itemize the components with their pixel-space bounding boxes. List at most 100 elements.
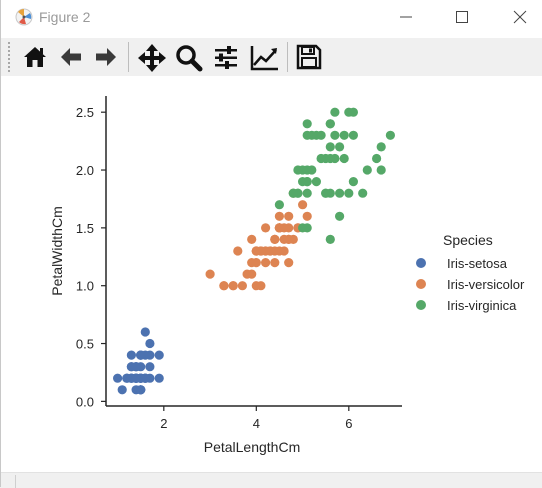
data-point-iris-versicolor-26	[288, 234, 298, 244]
data-point-iris-virginica-37	[321, 188, 331, 198]
maximize-icon	[456, 11, 468, 23]
pan-button[interactable]	[135, 41, 167, 73]
data-point-iris-virginica-45	[307, 130, 317, 140]
toolbar-grip[interactable]	[8, 42, 12, 72]
save-button[interactable]	[293, 41, 325, 73]
legend-title: Species	[443, 232, 493, 248]
data-point-iris-versicolor-25	[270, 234, 280, 244]
data-point-iris-setosa-23	[145, 338, 155, 349]
data-point-iris-virginica-48	[316, 130, 326, 140]
data-point-iris-virginica-38	[288, 188, 298, 198]
data-point-iris-virginica-46	[298, 177, 308, 187]
minimize-icon	[400, 16, 412, 18]
data-point-iris-virginica-6	[274, 200, 284, 210]
y-tick-label: 0.0	[76, 394, 94, 409]
legend: Species Iris-setosa Iris-versicolor Iris-v…	[416, 232, 525, 313]
data-point-iris-virginica-11	[311, 177, 321, 187]
close-button[interactable]	[497, 0, 542, 34]
arrow-left-icon	[61, 48, 81, 66]
data-point-iris-virginica-40	[325, 119, 335, 129]
scatter-plot: 2 4 6 0.0 0.5 1.0 1.5 2.0 2.5 PetalLengthCm Pet…	[49, 96, 525, 455]
data-point-iris-versicolor-30	[242, 269, 252, 279]
data-point-iris-setosa-16	[126, 350, 136, 360]
data-point-iris-virginica-29	[335, 211, 345, 221]
navigation-toolbar	[1, 38, 542, 76]
data-point-iris-virginica-32	[325, 142, 335, 152]
data-point-iris-versicolor-41	[279, 234, 289, 244]
floppy-disk-icon	[296, 44, 322, 70]
legend-marker	[416, 300, 426, 310]
zoom-button[interactable]	[172, 41, 204, 73]
data-point-iris-versicolor-14	[233, 246, 243, 256]
x-ticks: 2 4 6	[160, 406, 352, 431]
close-icon	[513, 10, 527, 24]
data-point-iris-virginica-22	[376, 165, 386, 175]
back-button[interactable]	[55, 41, 87, 73]
matplotlib-figure-icon	[15, 8, 33, 26]
x-tick-label: 2	[160, 416, 167, 431]
data-point-iris-versicolor-35	[274, 211, 284, 221]
subplots-button[interactable]	[209, 41, 241, 73]
data-point-iris-virginica-8	[335, 188, 345, 198]
data-point-iris-versicolor-29	[228, 281, 238, 291]
data-point-iris-versicolor-34	[274, 223, 284, 233]
status-bar	[1, 472, 542, 488]
data-points	[113, 107, 395, 395]
forward-button[interactable]	[90, 41, 122, 73]
data-point-iris-virginica-35	[348, 130, 358, 140]
figure-canvas[interactable]: 2 4 6 0.0 0.5 1.0 1.5 2.0 2.5 PetalLengthCm Pet…	[5, 76, 542, 472]
data-point-iris-virginica-7	[358, 188, 368, 198]
data-point-iris-virginica-34	[325, 234, 335, 244]
toolbar-separator	[128, 42, 129, 72]
data-point-iris-setosa-18	[145, 362, 155, 372]
data-point-iris-versicolor-43	[219, 281, 229, 291]
data-point-iris-versicolor-17	[256, 281, 266, 291]
axes-edit-button[interactable]	[247, 41, 279, 73]
data-point-iris-versicolor-6	[284, 211, 294, 221]
data-point-iris-versicolor-31	[237, 281, 247, 291]
data-point-iris-versicolor-36	[284, 223, 294, 233]
maximize-button[interactable]	[439, 0, 485, 34]
data-point-iris-setosa-22	[113, 373, 123, 383]
home-icon	[24, 47, 46, 67]
data-point-iris-virginica-28	[325, 153, 335, 164]
data-point-iris-setosa-43	[140, 327, 150, 337]
data-point-iris-virginica-39	[316, 153, 326, 164]
legend-label: Iris-versicolor	[447, 277, 525, 292]
data-point-iris-virginica-4	[335, 142, 345, 152]
data-point-iris-versicolor-23	[284, 258, 294, 268]
x-tick-label: 6	[345, 416, 352, 431]
legend-marker	[416, 279, 426, 289]
home-button[interactable]	[19, 41, 51, 73]
data-point-iris-virginica-18	[385, 130, 395, 140]
status-divider	[15, 475, 16, 488]
data-point-iris-virginica-44	[330, 107, 340, 117]
data-point-iris-versicolor-45	[261, 258, 271, 268]
data-point-iris-virginica-5	[372, 153, 382, 164]
magnifier-icon	[176, 45, 203, 72]
title-bar[interactable]: Figure 2	[1, 0, 542, 34]
legend-marker	[416, 258, 426, 268]
y-tick-label: 0.5	[76, 337, 94, 352]
data-point-iris-versicolor-40	[270, 258, 280, 268]
sliders-icon	[215, 46, 237, 69]
data-point-iris-setosa-37	[136, 385, 146, 395]
data-point-iris-setosa-13	[117, 385, 127, 395]
legend-label: Iris-setosa	[447, 256, 508, 271]
data-point-iris-setosa-24	[154, 373, 164, 383]
data-point-iris-virginica-17	[376, 142, 386, 152]
data-point-iris-virginica-21	[293, 165, 303, 175]
data-point-iris-versicolor-48	[205, 269, 215, 279]
data-point-iris-versicolor-33	[302, 211, 312, 221]
data-point-iris-versicolor-9	[247, 234, 257, 244]
move-arrows-icon	[138, 44, 166, 72]
data-point-iris-setosa-45	[131, 362, 141, 372]
data-point-iris-virginica-43	[339, 130, 349, 140]
minimize-button[interactable]	[383, 0, 429, 34]
data-point-iris-virginica-14	[302, 119, 312, 129]
arrow-right-icon	[96, 48, 116, 66]
data-point-iris-virginica-9	[348, 107, 358, 117]
data-point-iris-versicolor-11	[261, 223, 271, 233]
data-point-iris-versicolor-27	[298, 200, 308, 210]
